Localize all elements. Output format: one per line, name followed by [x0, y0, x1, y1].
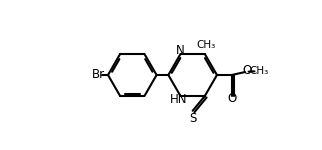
- Text: CH₃: CH₃: [250, 66, 269, 76]
- Text: CH₃: CH₃: [196, 40, 215, 50]
- Text: O: O: [242, 64, 252, 77]
- Text: N: N: [175, 44, 184, 57]
- Text: O: O: [227, 92, 236, 105]
- Text: Br: Br: [92, 69, 105, 81]
- Text: S: S: [190, 112, 197, 125]
- Text: HN: HN: [170, 93, 188, 106]
